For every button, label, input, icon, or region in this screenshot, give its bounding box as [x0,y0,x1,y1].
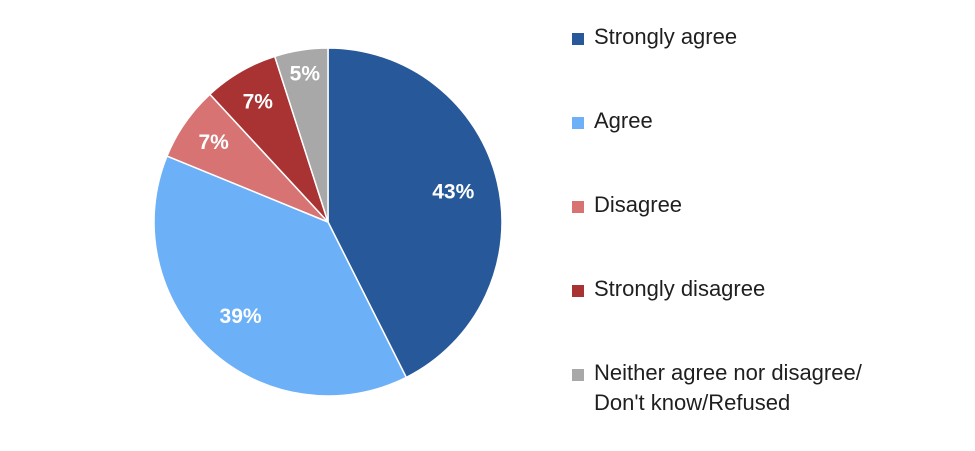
pie-slice-labels: 43% 39% 7% 7% 5% [198,63,474,328]
legend-item-strongly-agree: Strongly agree [572,22,972,106]
legend-swatch-neither-dont-know-refused [572,369,584,381]
pie-slice-label-strongly-agree: 43% [432,181,474,204]
pie-slice-label-disagree: 7% [198,131,229,154]
legend-label-neither-dont-know-refused: Neither agree nor disagree/ Don't know/R… [594,360,862,415]
legend-label-disagree: Disagree [594,192,683,217]
pie-slice-neither-dont-know-refused [273,47,329,223]
legend-swatch-agree [572,117,584,129]
legend-item-agree: Agree [572,106,972,190]
legend-label-strongly-disagree: Strongly disagree [594,276,766,301]
legend-swatch-strongly-agree [572,33,584,45]
legend-label-strongly-agree: Strongly agree [594,24,738,49]
legend-label-agree: Agree [594,108,653,133]
pie-slice-label-neither-dont-know-refused: 5% [290,63,321,86]
pie-slices [153,47,503,397]
legend-item-neither-dont-know-refused: Neither agree nor disagree/ Don't know/R… [572,358,972,442]
pie-chart: 43% 39% 7% 7% 5% [153,47,503,397]
pie-slice-label-strongly-disagree: 7% [243,90,274,113]
pie-slice-label-agree: 39% [220,305,262,328]
pie-slice-strongly-agree [327,47,503,379]
pie-slice-agree [153,155,408,397]
legend: Strongly agree Agree Disagree Strongly d… [572,22,972,442]
legend-swatch-disagree [572,201,584,213]
legend-swatch-strongly-disagree [572,285,584,297]
legend-item-strongly-disagree: Strongly disagree [572,274,972,358]
legend-item-disagree: Disagree [572,190,972,274]
